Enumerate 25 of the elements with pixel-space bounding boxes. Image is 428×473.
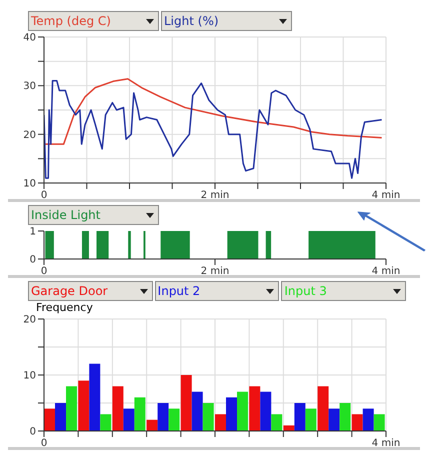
x-tick-label: 2 min bbox=[200, 266, 230, 278]
x-tick-label: 4 min bbox=[372, 438, 400, 450]
y-tick-label: 0 bbox=[30, 254, 36, 266]
y-tick-label: 1 bbox=[30, 226, 36, 238]
y-tick-label: 10 bbox=[23, 178, 36, 190]
y-tick-label: 0 bbox=[30, 426, 36, 438]
y-tick-label: 10 bbox=[23, 370, 36, 382]
x-tick-label: 0 bbox=[40, 266, 48, 278]
text: Garage Door bbox=[31, 284, 108, 298]
y-tick-label: 40 bbox=[23, 32, 36, 44]
y-tick-label: 30 bbox=[23, 81, 36, 92]
line-series bbox=[44, 80, 382, 179]
line-series bbox=[44, 78, 382, 145]
x-tick-label: 0 bbox=[40, 190, 48, 202]
y-tick-label: 20 bbox=[23, 130, 36, 141]
x-tick-label: 4 min bbox=[372, 266, 400, 278]
text: Input 3 bbox=[284, 284, 327, 298]
x-tick-label: 2 min bbox=[200, 190, 230, 202]
x-tick-label: 4 min bbox=[372, 190, 400, 202]
y-axis-title: Frequency bbox=[36, 301, 94, 314]
series-label: Inside Light bbox=[31, 208, 100, 222]
text: Light (%) bbox=[164, 14, 219, 28]
y-tick-label: 20 bbox=[23, 314, 36, 326]
text: Temp (deg C) bbox=[31, 14, 111, 28]
text: Input 2 bbox=[158, 284, 200, 298]
